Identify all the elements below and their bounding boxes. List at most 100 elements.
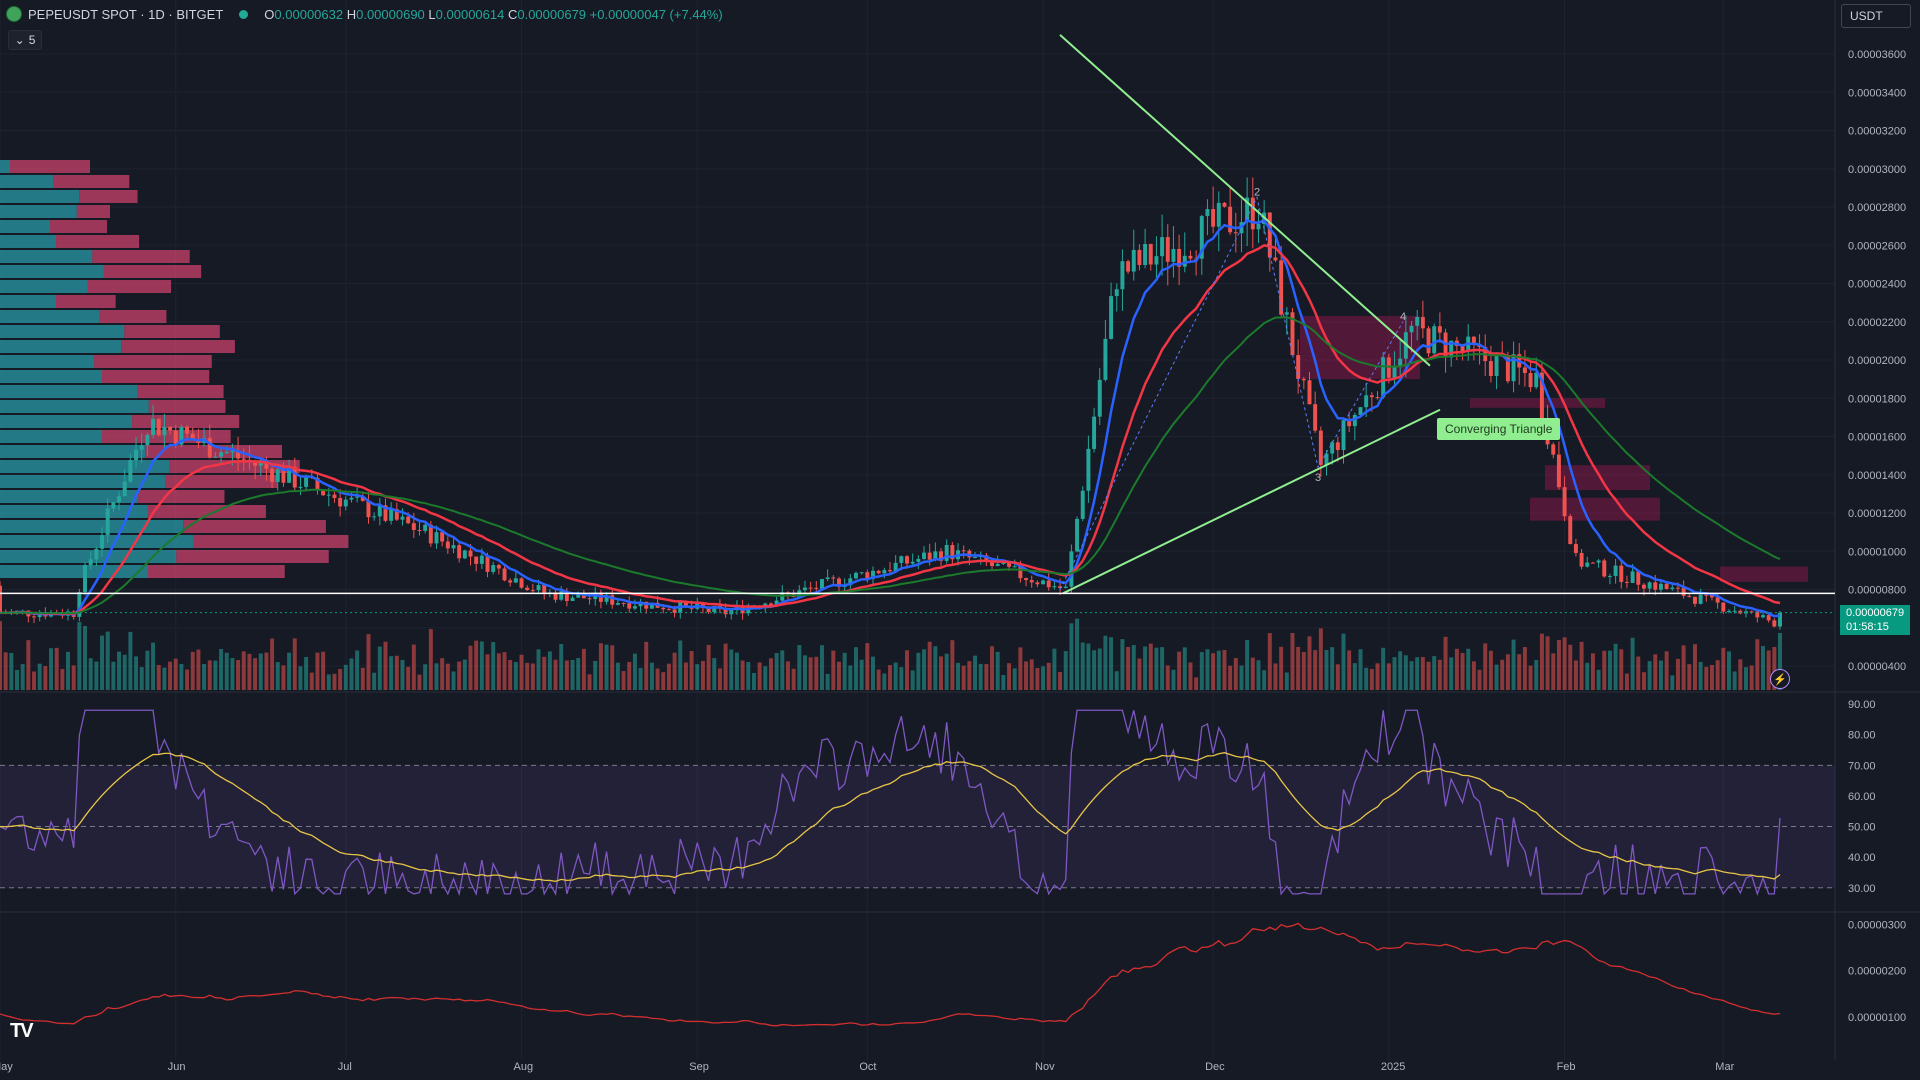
lower-tick-label: 0.00000100 (1848, 1012, 1906, 1024)
time-axis: May Jun Jul Aug Sep Oct Nov Dec 2025 Feb Mar (0, 1061, 1735, 1073)
candle-body (94, 548, 99, 560)
profile-bar-down (76, 205, 111, 218)
volume-bar (1454, 648, 1459, 690)
candle-body (219, 452, 224, 457)
candle-body (394, 509, 399, 520)
volume-bar (678, 640, 683, 690)
candle-body (389, 509, 394, 521)
volume-bar (168, 661, 173, 690)
profile-bar-up (0, 565, 149, 578)
price-tick-label: 0.00003600 (1848, 49, 1906, 61)
volume-bar (1211, 653, 1216, 690)
candle-body (1131, 249, 1136, 272)
volume-bar (990, 646, 995, 690)
profile-bar-up (0, 445, 146, 458)
candle-body (1324, 453, 1329, 465)
volume-bar (610, 645, 615, 690)
tradingview-logo-icon[interactable]: TV (10, 1020, 34, 1042)
candle-body (854, 572, 858, 579)
candle-body (100, 535, 105, 549)
candle-body (802, 587, 807, 591)
currency-selector[interactable]: USDT (1841, 4, 1911, 28)
candle-body (1590, 562, 1595, 564)
volume-bar (967, 661, 972, 690)
candle-body (1551, 444, 1556, 455)
rsi-tick-label: 60.00 (1848, 791, 1876, 803)
indicators-collapse-button[interactable]: ⌄ 5 (8, 30, 42, 50)
candle-body (343, 499, 348, 507)
time-tick-label: May (0, 1061, 13, 1073)
candle-body (1284, 312, 1289, 315)
volume-bar (1080, 642, 1085, 690)
candle-body (1307, 380, 1312, 405)
volume-bar (922, 649, 926, 690)
volume-bar (1007, 663, 1012, 690)
volume-bar (1267, 633, 1272, 690)
volume-bar (491, 642, 496, 690)
time-tick-label: Jun (168, 1061, 186, 1073)
volume-profile (0, 160, 349, 578)
candle-body (1738, 610, 1743, 614)
price-tick-label: 0.00000800 (1848, 585, 1906, 597)
candle-body (888, 570, 892, 572)
volume-bar (547, 651, 552, 690)
volume-bar (1409, 661, 1414, 690)
volume-bar (292, 638, 297, 690)
profile-bar-up (0, 235, 57, 248)
volume-bar (400, 659, 405, 690)
close-label: C (507, 6, 518, 22)
volume-bar (1709, 665, 1714, 690)
profile-bar-up (0, 550, 177, 563)
rsi-tick-label: 70.00 (1848, 760, 1876, 772)
volume-bar (768, 658, 773, 690)
volume-bar (1233, 658, 1238, 690)
candle-body (893, 562, 898, 572)
candle-body (400, 516, 405, 520)
volume-bar (1630, 637, 1635, 690)
volume-bar (717, 668, 722, 690)
candle-body (156, 418, 161, 436)
profile-bar-down (50, 220, 108, 233)
pattern-wave (1059, 195, 1404, 590)
volume-bar (434, 663, 439, 690)
symbol-title[interactable]: PEPEUSDT SPOT · 1D · BITGET (28, 6, 224, 22)
candle-body (1511, 354, 1516, 382)
volume-bar (876, 669, 881, 690)
profile-bar-up (0, 430, 103, 443)
candle-body (111, 502, 116, 509)
volume-bar (1245, 640, 1250, 690)
lightning-icon[interactable]: ⚡ (1770, 669, 1790, 689)
candle-body (440, 532, 445, 542)
candle-body (1182, 255, 1187, 267)
candle-body (502, 568, 507, 581)
candle-body (1687, 595, 1692, 597)
candle-body (1579, 552, 1584, 567)
price-tick-label: 0.00001400 (1848, 470, 1906, 482)
candle-body (1766, 615, 1771, 621)
volume-bar (1698, 661, 1703, 690)
profile-bar-down (56, 235, 140, 248)
candle-body (298, 486, 303, 488)
horizontal-support-line[interactable] (0, 592, 1835, 614)
candle-body (1670, 587, 1675, 589)
volume-bar (905, 650, 909, 690)
price-tick-label: 0.00001200 (1848, 508, 1906, 520)
last-price-value: 0.00000679 (1846, 607, 1905, 619)
volume-bar (1347, 650, 1352, 690)
candle-body (542, 585, 547, 594)
volume-bar (406, 666, 411, 690)
candle-body (1216, 202, 1221, 227)
volume-bar (111, 661, 116, 690)
candle-body (1205, 209, 1210, 217)
volume-bar (695, 664, 700, 690)
candle-body (1347, 420, 1352, 427)
candle-body (1636, 571, 1641, 585)
pattern-label[interactable]: Converging Triangle (1437, 418, 1561, 440)
candle-body (366, 500, 371, 518)
volume-bar (757, 662, 762, 690)
candle-body (899, 556, 904, 563)
volume-bar (66, 651, 71, 690)
volume-bar (604, 644, 609, 690)
profile-bar-up (0, 505, 148, 518)
